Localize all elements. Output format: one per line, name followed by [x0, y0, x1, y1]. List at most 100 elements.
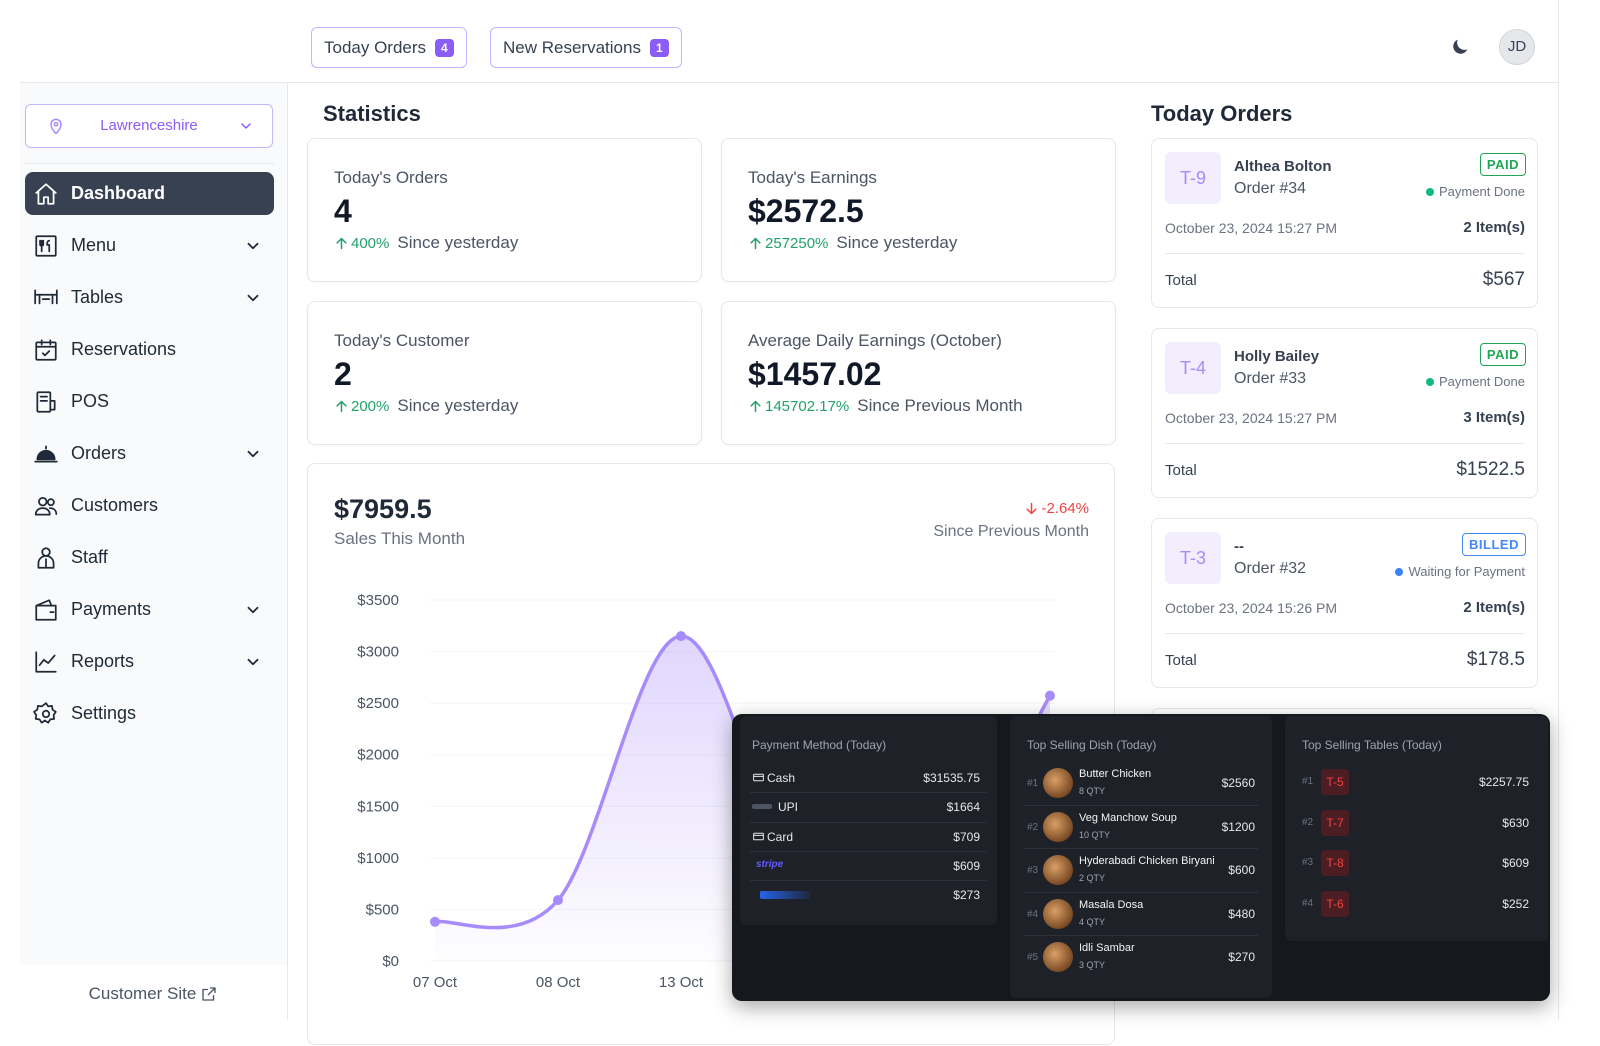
status-dot — [1426, 377, 1434, 386]
sales-change: -2.64% — [1024, 500, 1089, 517]
icon — [35, 183, 57, 205]
dish-rank: #2 — [1027, 821, 1039, 833]
customer-site-link[interactable]: Customer Site — [20, 984, 287, 1004]
stat-value: 2 — [334, 356, 352, 392]
order-date: October 23, 2024 15:26 PM — [1165, 600, 1337, 616]
order-card[interactable]: T-3 -- Order #32 BILLED Waiting for Payment O… — [1151, 518, 1538, 688]
payment-amount: $1664 — [946, 800, 980, 815]
stat-change-value: 145702.17% — [765, 397, 850, 415]
nav-label: Reports — [71, 651, 135, 671]
stat-value: $1457.02 — [748, 356, 882, 392]
icon — [35, 599, 57, 621]
icon — [750, 400, 761, 412]
order-total-label: Total — [1165, 462, 1197, 479]
nav-item[interactable]: Customers — [25, 484, 274, 527]
payment-status: Payment Done — [1426, 184, 1525, 199]
tab-badge: 4 — [435, 38, 454, 57]
icon-part — [247, 606, 259, 614]
table-badge: T-5 — [1321, 769, 1349, 795]
user-avatar[interactable]: JD — [1499, 29, 1535, 65]
tab-label: Today Orders — [324, 37, 427, 57]
icon — [1453, 39, 1468, 54]
nav-item[interactable]: Orders — [25, 432, 274, 475]
dish-image — [1043, 811, 1073, 842]
icon-part — [41, 547, 51, 557]
nav-label: Staff — [71, 547, 108, 567]
icon-part — [36, 449, 56, 461]
order-card[interactable]: T-4 Holly Bailey Order #33 PAID Payment Done… — [1151, 328, 1538, 498]
dish-amount: $2560 — [1221, 776, 1255, 790]
icon-part — [34, 289, 58, 305]
nav-item[interactable]: Reports — [25, 640, 274, 683]
icon-part — [38, 497, 48, 507]
order-card[interactable]: T-9 Althea Bolton Order #34 PAID Payment Don… — [1151, 138, 1538, 308]
wallet-logo — [760, 891, 810, 900]
nav-label: Tables — [71, 287, 124, 307]
payment-status: Payment Done — [1426, 374, 1525, 389]
nav-item[interactable]: Payments — [25, 588, 274, 631]
icon-part — [1026, 502, 1038, 515]
icon-part — [247, 294, 259, 302]
table-amount: $630 — [1502, 815, 1529, 830]
row-divider — [750, 792, 987, 794]
icon — [247, 242, 259, 250]
nav-item[interactable]: Reservations — [25, 328, 274, 371]
stat-change: 257250% Since yesterday — [748, 233, 957, 253]
tab-badge: 1 — [649, 38, 669, 57]
icon-part — [753, 773, 764, 782]
icon-part — [35, 651, 57, 673]
dish-image — [1043, 898, 1073, 929]
row-divider — [1024, 848, 1258, 849]
nav-item[interactable]: POS — [25, 380, 274, 423]
table-rank: #1 — [1302, 776, 1314, 787]
dish-qty: 8 QTY — [1079, 786, 1106, 796]
nav-item[interactable]: Menu — [25, 224, 274, 267]
x-tick-label: 07 Oct — [413, 974, 458, 991]
nav-label: Customers — [71, 495, 159, 515]
order-total: $178.5 — [1466, 649, 1525, 670]
icon — [247, 294, 259, 302]
stat-label: Average Daily Earnings (October) — [748, 331, 1002, 350]
icon-part — [247, 658, 259, 666]
order-items: 3 Item(s) — [1463, 409, 1525, 426]
payment-amount: $31535.75 — [923, 771, 980, 785]
sales-amount: $7959.5 — [334, 494, 432, 524]
dish-image — [1043, 768, 1073, 798]
header-tab[interactable]: New Reservations 1 — [490, 27, 682, 68]
icon-part — [41, 709, 51, 719]
icon — [247, 606, 259, 614]
dish-amount: $270 — [1228, 950, 1255, 964]
footer-link-text: Customer Site — [88, 984, 197, 1003]
nav-item[interactable]: Dashboard — [25, 172, 274, 215]
dish-name: Butter Chicken — [1079, 768, 1152, 780]
order-customer: Holly Bailey — [1234, 348, 1320, 365]
nav-label: Orders — [71, 443, 127, 463]
header-tab[interactable]: Today Orders 4 — [311, 27, 467, 68]
icon-part — [39, 395, 56, 411]
icon-part — [336, 237, 347, 249]
order-date: October 23, 2024 15:27 PM — [1165, 220, 1337, 236]
sales-point — [553, 895, 563, 906]
order-number: Order #32 — [1234, 560, 1307, 577]
dish-qty: 3 QTY — [1079, 960, 1106, 970]
order-table: T-4 — [1165, 342, 1221, 394]
order-divider — [1165, 443, 1524, 444]
nav-item[interactable]: Tables — [25, 276, 274, 319]
y-tick-label: $1000 — [357, 850, 399, 867]
nav-label: Menu — [71, 235, 117, 255]
dish-qty: 10 QTY — [1079, 829, 1111, 840]
icon — [37, 547, 55, 569]
nav-label: POS — [71, 391, 110, 411]
nav-item[interactable]: Staff — [25, 536, 274, 579]
dish-amount: $600 — [1228, 863, 1255, 877]
location-name: Lawrenceshire — [100, 117, 198, 134]
stat-label: Today's Customer — [334, 331, 470, 350]
order-divider — [1165, 633, 1524, 634]
tab-label: New Reservations — [503, 37, 641, 57]
nav-item[interactable]: Settings — [25, 692, 274, 735]
stat-change-value: 200% — [351, 397, 390, 415]
stat-change-label: Since Previous Month — [857, 396, 1023, 415]
row-divider — [1024, 891, 1258, 893]
location-select[interactable]: Lawrenceshire — [25, 104, 273, 148]
sales-point — [1045, 690, 1055, 701]
